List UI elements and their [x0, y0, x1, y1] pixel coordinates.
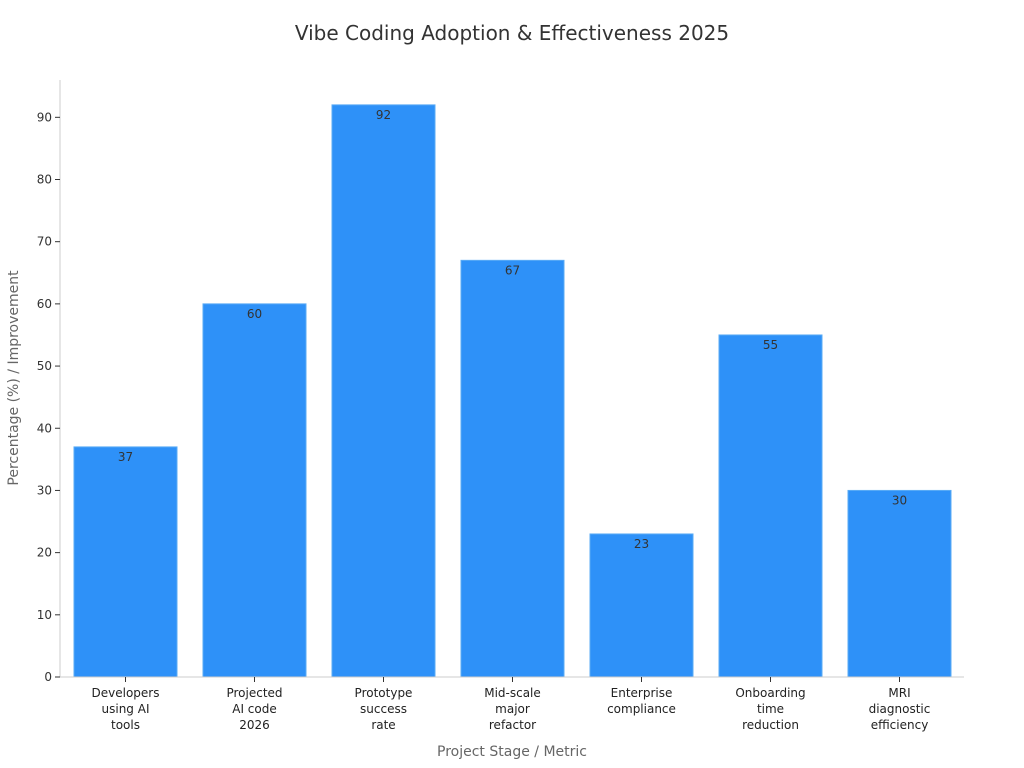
- x-tick-label-6-0: MRI: [888, 686, 910, 700]
- x-tick-label-6-2: efficiency: [871, 718, 929, 732]
- bar-5: [718, 334, 823, 678]
- bars-group: [73, 104, 952, 678]
- bar-value-label-5: 55: [763, 338, 778, 352]
- x-tick-label-2-1: success: [360, 702, 407, 716]
- y-tick-label-4: 40: [37, 421, 52, 435]
- x-tick-label-3-2: refactor: [489, 718, 536, 732]
- bar-0: [73, 446, 178, 678]
- bar-3: [460, 259, 565, 678]
- x-tick-label-1-1: AI code: [232, 702, 277, 716]
- y-tick-label-0: 0: [44, 670, 52, 684]
- x-tick-label-0-2: tools: [111, 718, 140, 732]
- x-axis-label: Project Stage / Metric: [437, 744, 587, 760]
- bar-value-label-0: 37: [118, 450, 133, 464]
- y-axis-label: Percentage (%) / Improvement: [6, 270, 22, 486]
- x-tick-label-2-2: rate: [371, 718, 395, 732]
- bar-6: [847, 489, 952, 678]
- y-tick-label-6: 60: [37, 297, 52, 311]
- x-tick-label-5-1: time: [757, 702, 784, 716]
- bar-value-label-2: 92: [376, 108, 391, 122]
- bar-value-label-6: 30: [892, 493, 907, 507]
- y-tick-label-3: 30: [37, 483, 52, 497]
- bar-2: [331, 104, 436, 678]
- y-tick-label-1: 10: [37, 608, 52, 622]
- y-tick-label-9: 90: [37, 110, 52, 124]
- x-tick-label-3-1: major: [495, 702, 530, 716]
- value-labels-group: 37 60 92 67 23 55 30: [118, 108, 907, 551]
- bar-4: [589, 533, 694, 678]
- x-tick-label-4-1: compliance: [607, 702, 676, 716]
- x-tick-label-4-0: Enterprise: [611, 686, 673, 700]
- x-tick-label-0-0: Developers: [92, 686, 160, 700]
- x-tick-label-1-0: Projected: [226, 686, 282, 700]
- bar-value-label-1: 60: [247, 307, 262, 321]
- y-ticks-group: 0 10 20 30 40 50 60 70 80 90: [37, 110, 60, 684]
- bar-value-label-3: 67: [505, 263, 520, 277]
- bar-1: [202, 303, 307, 678]
- x-tick-label-1-2: 2026: [239, 718, 270, 732]
- x-tick-label-6-1: diagnostic: [869, 702, 931, 716]
- x-tick-label-0-1: using AI: [102, 702, 150, 716]
- y-tick-label-2: 20: [37, 546, 52, 560]
- chart-title: Vibe Coding Adoption & Effectiveness 202…: [295, 21, 729, 45]
- x-tick-label-2-0: Prototype: [355, 686, 413, 700]
- x-tick-label-5-0: Onboarding: [735, 686, 805, 700]
- x-tick-label-5-2: reduction: [742, 718, 799, 732]
- x-tick-label-3-0: Mid-scale: [484, 686, 541, 700]
- y-tick-label-7: 70: [37, 235, 52, 249]
- y-tick-label-5: 50: [37, 359, 52, 373]
- bar-value-label-4: 23: [634, 537, 649, 551]
- x-ticks-group: Developers using AI tools Projected AI code 2…: [92, 677, 931, 732]
- y-tick-label-8: 80: [37, 173, 52, 187]
